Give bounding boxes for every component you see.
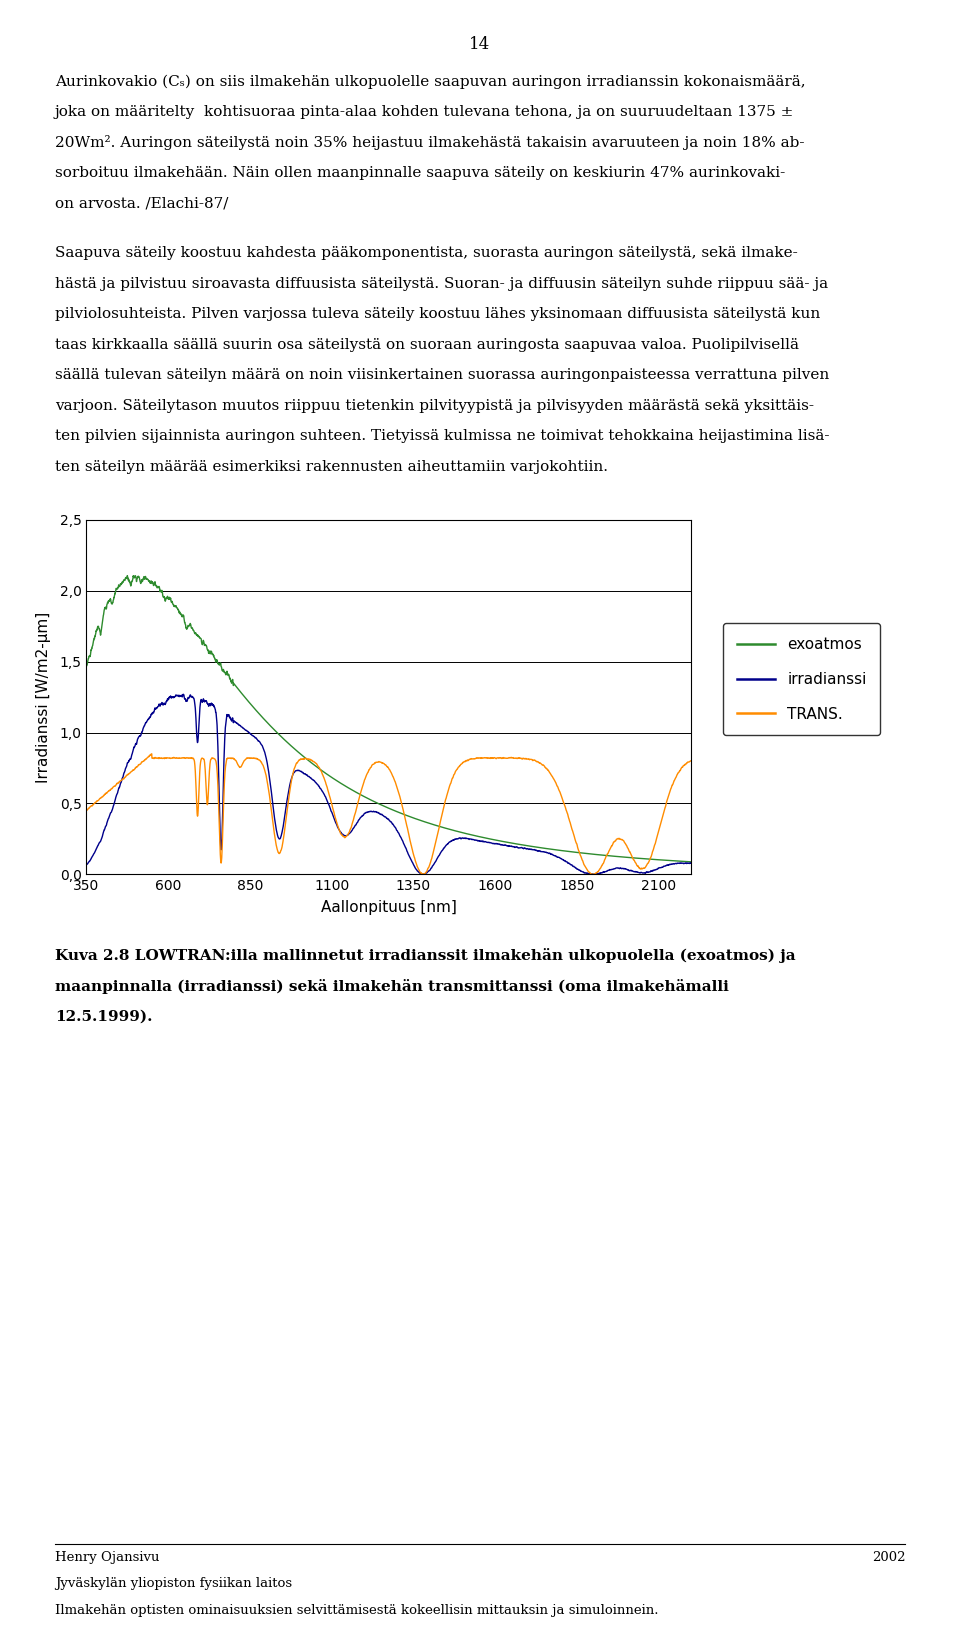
Text: taas kirkkaalla säällä suurin osa säteilystä on suoraan auringosta saapuvaa valo: taas kirkkaalla säällä suurin osa säteil…	[55, 338, 799, 351]
Text: ten säteilyn määrää esimerkiksi rakennusten aiheuttamiin varjokohtiin.: ten säteilyn määrää esimerkiksi rakennus…	[55, 460, 608, 473]
TRANS.	[685, 751, 697, 771]
Text: hästä ja pilvistuu siroavasta diffuusista säteilystä. Suoran- ja diffuusin sätei: hästä ja pilvistuu siroavasta diffuusist…	[55, 277, 828, 290]
Text: on arvosta. /Elachi-87/: on arvosta. /Elachi-87/	[55, 196, 228, 209]
Text: joka on määritelty  kohtisuoraa pinta-alaa kohden tulevana tehona, ja on suuruud: joka on määritelty kohtisuoraa pinta-ala…	[55, 105, 794, 119]
Text: 2002: 2002	[872, 1551, 905, 1564]
exoatmos	[674, 852, 685, 872]
TRANS.	[609, 832, 620, 852]
Text: Saapuva säteily koostuu kahdesta pääkomponentista, suorasta auringon säteilystä,: Saapuva säteily koostuu kahdesta pääkomp…	[55, 246, 798, 260]
irradianssi	[685, 854, 697, 873]
TRANS.	[185, 748, 197, 768]
irradianssi	[150, 699, 161, 719]
TRANS.	[81, 801, 92, 821]
TRANS.	[674, 761, 685, 781]
irradianssi	[81, 855, 92, 875]
Text: säällä tulevan säteilyn määrä on noin viisinkertainen suorassa auringonpaisteess: säällä tulevan säteilyn määrä on noin vi…	[55, 368, 829, 382]
Text: pilviolosuhteista. Pilven varjossa tuleva säteily koostuu lähes yksinomaan diffu: pilviolosuhteista. Pilven varjossa tulev…	[55, 307, 820, 321]
exoatmos	[313, 758, 324, 778]
Text: Ilmakehän optisten ominaisuuksien selvittämisestä kokeellisin mittauksin ja simu: Ilmakehän optisten ominaisuuksien selvit…	[55, 1604, 659, 1617]
TRANS.	[146, 743, 157, 763]
irradianssi	[339, 826, 350, 845]
irradianssi	[178, 684, 189, 704]
Legend: exoatmos, irradianssi, TRANS.: exoatmos, irradianssi, TRANS.	[723, 623, 880, 735]
Text: 20Wm². Auringon säteilystä noin 35% heijastuu ilmakehästä takaisin avaruuteen ja: 20Wm². Auringon säteilystä noin 35% heij…	[55, 135, 804, 150]
Y-axis label: Irradianssi [W/m2-μm]: Irradianssi [W/m2-μm]	[36, 611, 51, 783]
Line: irradianssi: irradianssi	[86, 694, 691, 873]
Text: maanpinnalla (irradianssi) sekä ilmakehän transmittanssi (oma ilmakehämalli: maanpinnalla (irradianssi) sekä ilmakehä…	[55, 979, 729, 994]
irradianssi	[185, 687, 197, 707]
Text: ten pilvien sijainnista auringon suhteen. Tietyissä kulmissa ne toimivat tehokka: ten pilvien sijainnista auringon suhteen…	[55, 428, 829, 443]
Text: 12.5.1999).: 12.5.1999).	[55, 1009, 153, 1023]
exoatmos	[339, 776, 350, 796]
irradianssi	[416, 864, 427, 883]
irradianssi	[609, 859, 620, 878]
Text: Jyväskylän yliopiston fysiikan laitos: Jyväskylän yliopiston fysiikan laitos	[55, 1577, 292, 1590]
exoatmos	[609, 847, 620, 867]
TRANS.	[313, 756, 324, 776]
exoatmos	[81, 656, 92, 676]
X-axis label: Aallonpituus [nm]: Aallonpituus [nm]	[321, 900, 457, 915]
exoatmos	[122, 565, 133, 585]
Text: varjoon. Säteilytason muutos riippuu tietenkin pilvityypistä ja pilvisyyden määr: varjoon. Säteilytason muutos riippuu tie…	[55, 399, 814, 412]
Text: Kuva 2.8 LOWTRAN:illa mallinnetut irradianssit ilmakehän ulkopuolella (exoatmos): Kuva 2.8 LOWTRAN:illa mallinnetut irradi…	[55, 948, 795, 964]
Line: TRANS.: TRANS.	[86, 753, 691, 873]
TRANS.	[339, 827, 350, 847]
exoatmos	[150, 575, 161, 595]
Text: sorboituu ilmakehään. Näin ollen maanpinnalle saapuva säteily on keskiurin 47% a: sorboituu ilmakehään. Näin ollen maanpin…	[55, 165, 785, 180]
TRANS.	[150, 748, 161, 768]
TRANS.	[418, 864, 429, 883]
irradianssi	[674, 854, 685, 873]
Line: exoatmos: exoatmos	[86, 575, 691, 862]
Text: 14: 14	[469, 36, 491, 53]
Text: Aurinkovakio (Cₛ) on siis ilmakehän ulkopuolelle saapuvan auringon irradianssin : Aurinkovakio (Cₛ) on siis ilmakehän ulko…	[55, 74, 805, 89]
Text: Henry Ojansivu: Henry Ojansivu	[55, 1551, 159, 1564]
irradianssi	[313, 776, 324, 796]
exoatmos	[185, 618, 197, 638]
exoatmos	[685, 852, 697, 872]
